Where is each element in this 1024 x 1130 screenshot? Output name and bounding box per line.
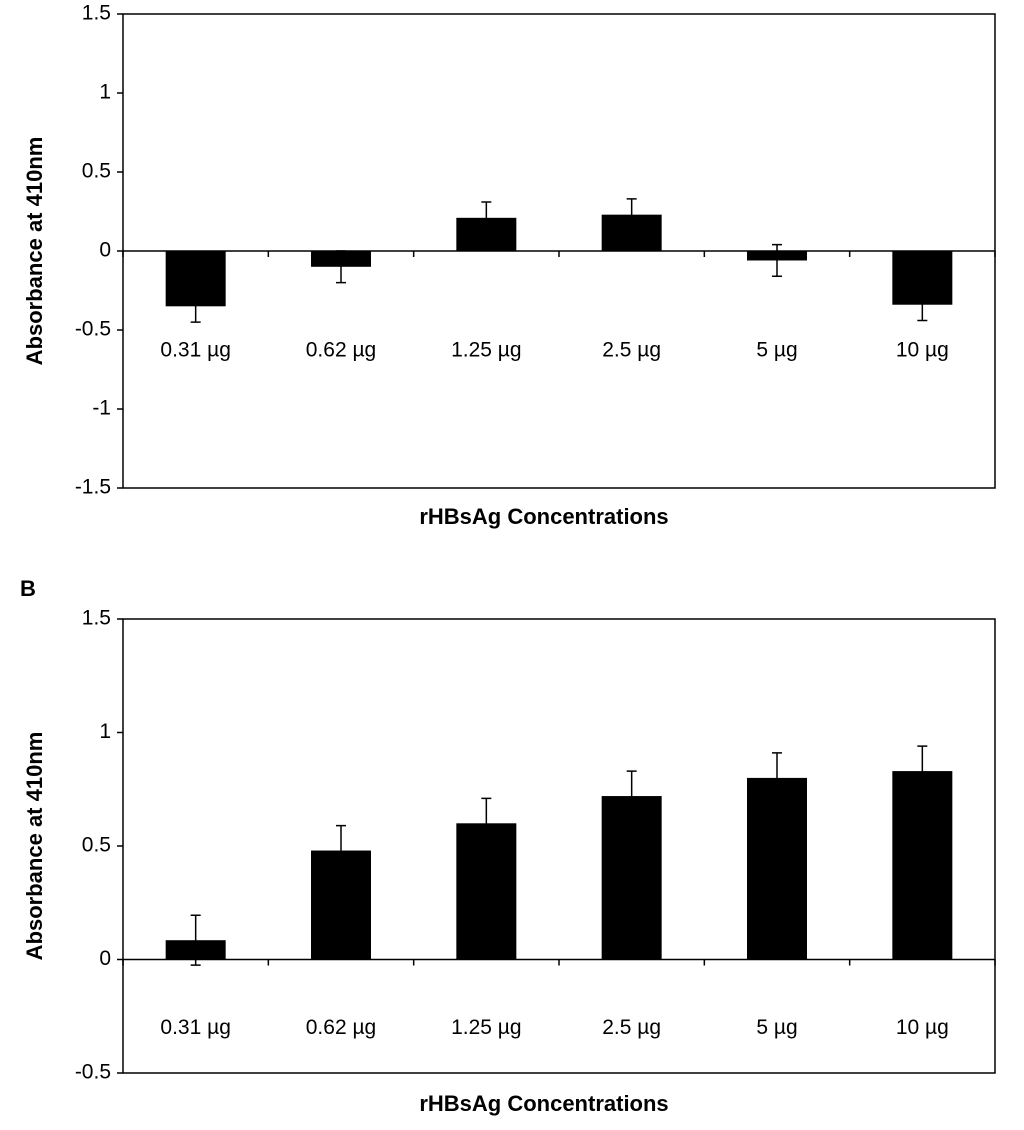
x-tick-label: 5 µg (756, 339, 797, 362)
y-tick-label: -1.5 (75, 476, 111, 499)
y-tick-label: -0.5 (75, 1061, 111, 1084)
x-axis-title: rHBsAg Concentrations (419, 1091, 668, 1116)
y-axis-title: Absorbance at 410nm (22, 732, 47, 961)
y-tick-label: 0 (99, 947, 111, 970)
x-tick-label: 10 µg (896, 1016, 949, 1039)
error-bar (917, 745, 928, 797)
y-tick-label: -0.5 (75, 318, 111, 341)
y-axis-title: Absorbance at 410nm (22, 137, 47, 366)
y-tick-label: 0.5 (82, 834, 111, 857)
error-bar (336, 824, 346, 877)
bar (601, 796, 662, 960)
y-tick-label: 0 (99, 239, 111, 262)
panel-label: B (20, 576, 36, 601)
y-tick-label: 1 (99, 720, 111, 743)
error-bar (190, 289, 201, 323)
error-bar (481, 201, 492, 235)
y-tick-label: 1.5 (82, 2, 111, 25)
error-bar (772, 243, 782, 278)
error-bar (626, 770, 637, 822)
y-tick-label: 1.5 (82, 607, 111, 630)
x-tick-label: 1.25 µg (451, 339, 522, 362)
x-tick-label: 5 µg (756, 1016, 797, 1039)
bar (892, 771, 953, 960)
y-tick-label: 1 (99, 81, 111, 104)
y-tick-label: -1 (92, 397, 111, 420)
x-tick-label: 2.5 µg (602, 1016, 661, 1039)
x-tick-label: 0.31 µg (160, 339, 231, 362)
x-tick-label: 0.62 µg (306, 1016, 377, 1039)
x-tick-label: 0.62 µg (306, 339, 377, 362)
x-tick-label: 2.5 µg (602, 339, 661, 362)
error-bar (190, 914, 201, 966)
x-tick-label: 10 µg (896, 339, 949, 362)
error-bar (772, 752, 782, 804)
error-bar (336, 250, 346, 284)
bar (747, 777, 807, 960)
error-bar (626, 198, 637, 232)
x-tick-label: 1.25 µg (451, 1016, 522, 1039)
y-tick-label: 0.5 (82, 160, 111, 183)
error-bar (917, 288, 928, 322)
x-axis-title: rHBsAg Concentrations (419, 504, 668, 529)
x-tick-label: 0.31 µg (160, 1016, 231, 1039)
plot-frame (122, 618, 996, 1074)
error-bar (481, 797, 492, 850)
